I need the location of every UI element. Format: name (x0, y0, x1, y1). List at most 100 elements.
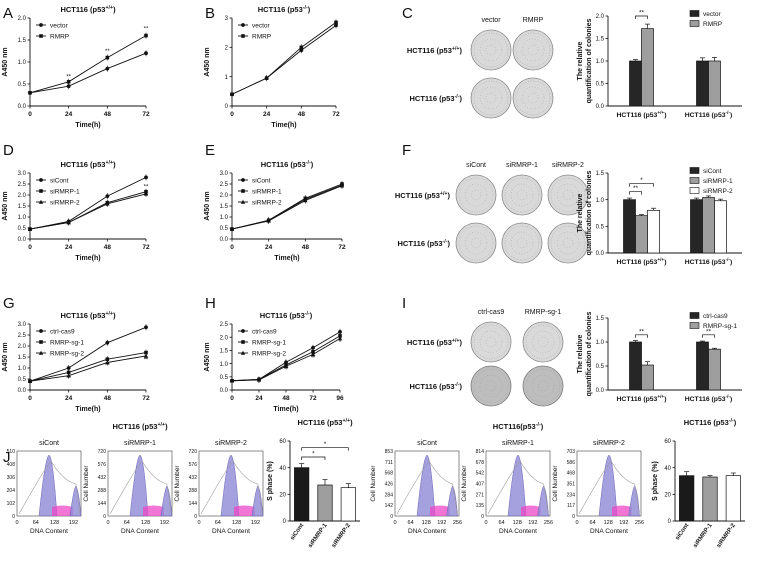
data-point (105, 55, 110, 60)
dish-column-label: RMRP-sg-1 (525, 309, 562, 316)
y-tick-label: 720 (98, 449, 107, 455)
group-label: HCT116 (p53+/+) (617, 110, 667, 119)
colony-dots (473, 80, 509, 116)
significance-mark: * (312, 451, 315, 458)
data-point (337, 336, 343, 341)
data-point (144, 325, 148, 330)
dish-column-label: vector (481, 17, 501, 24)
panel-letter-G: G (3, 295, 15, 312)
x-axis-label: Time(h) (75, 255, 100, 262)
colony-dots (479, 374, 503, 398)
data-point (27, 378, 33, 383)
x-axis-label: DNA Content (590, 528, 628, 535)
x-tick-label: 0 (393, 520, 396, 526)
y-axis-label: A450 nm (204, 342, 211, 371)
significance-mark: ** (144, 184, 149, 190)
legend-label: siRMRP-2 (50, 199, 80, 206)
x-tick-label: 48 (104, 395, 112, 402)
x-tick-label: 64 (499, 520, 505, 526)
x-tick-label: 64 (408, 520, 414, 526)
significance-mark: ** (639, 10, 645, 17)
x-tick-label: 24 (65, 395, 73, 402)
line-chart-D: HCT116 (p53+/+) 0.0 0.5 1.0 1.5 2.0 2.5 3.0 0 24 4… (2, 160, 150, 262)
y-tick-label: 1.5 (18, 355, 27, 361)
x-tick-label: 0 (28, 111, 32, 118)
y-tick-label: 2.0 (220, 193, 229, 199)
colony-dots (527, 92, 539, 104)
series-line (29, 193, 147, 230)
series-siCont (28, 174, 148, 232)
legend-label: RMRP-sg-1 (252, 339, 286, 346)
x-tick-label: 192 (619, 520, 628, 526)
bar (708, 60, 721, 107)
significance-mark: ** (706, 328, 712, 335)
data-point (144, 33, 148, 38)
x-tick-label: 24 (65, 244, 73, 251)
chart-title: HCT116 (p53-/-) (684, 418, 737, 427)
x-tick-label: 64 (215, 520, 221, 526)
colony-dish (501, 174, 543, 216)
y-tick-label: 288 (189, 488, 198, 494)
y-tick-label: 432 (189, 475, 198, 481)
legend-marker (241, 23, 245, 27)
y-tick-label: 510 (7, 449, 16, 455)
y-axis-label: A450 nm (2, 47, 9, 76)
y-tick-label: 408 (7, 462, 16, 468)
data-point (230, 92, 234, 97)
g1-peak (129, 454, 149, 517)
x-tick-label: 48 (282, 395, 290, 402)
bar (702, 197, 715, 254)
y-tick-label: 40 (279, 466, 286, 472)
y-tick-label: 0 (12, 514, 15, 520)
y-tick-label: 0 (283, 519, 287, 525)
y-tick-label: 288 (98, 488, 107, 494)
histogram-label: siRMRP-2 (215, 440, 247, 447)
series-line (29, 352, 147, 382)
line-chart-G: HCT116 (p53+/+) 0.0 0.5 1.0 1.5 2.0 2.5 3.0 0 24 4… (2, 311, 150, 413)
series-line (29, 176, 147, 230)
dish-row-label: HCT116 (p53+/+) (407, 338, 463, 347)
category-label: siCont (675, 523, 691, 542)
legend-swatch (689, 312, 700, 319)
g1-peak (220, 454, 240, 517)
y-tick-label: 117 (567, 503, 575, 509)
colony-dots (485, 336, 497, 348)
legend-label: siCont (252, 177, 271, 184)
colony-dots (515, 80, 551, 116)
legend-marker (241, 189, 245, 193)
y-tick-label: 1.0 (220, 362, 229, 368)
chart-title: HCT116 (p53+/+) (60, 5, 116, 14)
y-tick-label: 426 (385, 482, 394, 488)
colony-dish (455, 174, 497, 216)
category-label: siRMRP-1 (693, 522, 714, 549)
data-point (28, 91, 32, 95)
x-axis-label: Time(h) (274, 255, 299, 262)
category-label: siRMRP-2 (331, 522, 352, 549)
series-line (29, 191, 147, 230)
data-point (66, 373, 71, 378)
bar (690, 199, 703, 254)
y-tick-label: 0.5 (596, 82, 605, 88)
y-tick-label: 468 (567, 471, 576, 477)
y-tick-label: 432 (98, 475, 107, 481)
x-tick-label: 24 (65, 111, 73, 118)
colony-dots (510, 183, 534, 207)
y-tick-label: 3 (225, 16, 229, 22)
data-point (105, 360, 110, 365)
colony-dots (458, 177, 494, 213)
y-tick-label: 0.0 (596, 251, 605, 257)
data-point (105, 194, 110, 199)
y-tick-label: 3.0 (18, 322, 27, 328)
significance-bracket (629, 191, 642, 195)
legend-marker (39, 340, 43, 344)
significance-mark: ** (66, 376, 71, 382)
x-axis-label: DNA Content (212, 528, 250, 535)
group-label: HCT116 (p53-/-) (685, 257, 733, 266)
y-tick-label: 2.0 (18, 344, 27, 350)
series-ctrl-cas9 (28, 324, 148, 384)
y-tick-label: 0 (481, 514, 484, 520)
y-tick-label: 576 (189, 462, 198, 468)
histogram-label: siRMRP-1 (502, 440, 534, 447)
